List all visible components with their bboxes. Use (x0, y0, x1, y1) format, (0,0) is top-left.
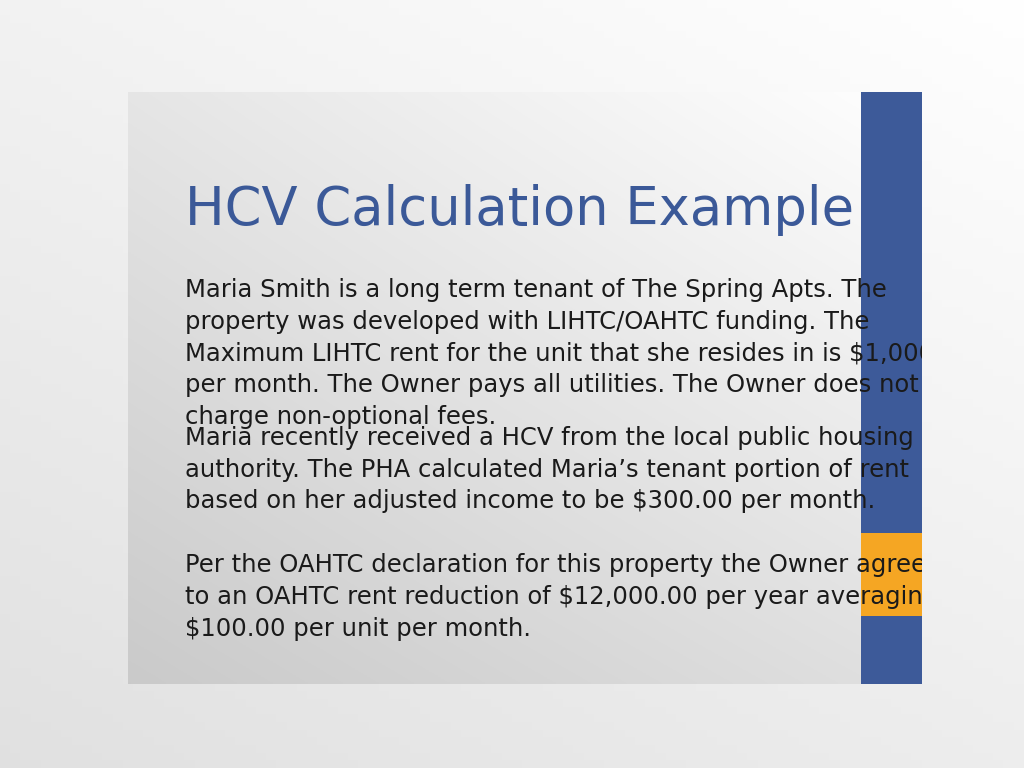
Text: HCV Calculation Example: HCV Calculation Example (185, 184, 854, 236)
Bar (861, 533, 922, 615)
Text: Per the OAHTC declaration for this property the Owner agreed
to an OAHTC rent re: Per the OAHTC declaration for this prope… (185, 554, 971, 641)
Text: Maria Smith is a long term tenant of The Spring Apts. The
property was developed: Maria Smith is a long term tenant of The… (185, 279, 973, 429)
Bar (861, 92, 922, 684)
Text: Maria recently received a HCV from the local public housing
authority. The PHA c: Maria recently received a HCV from the l… (185, 426, 913, 514)
